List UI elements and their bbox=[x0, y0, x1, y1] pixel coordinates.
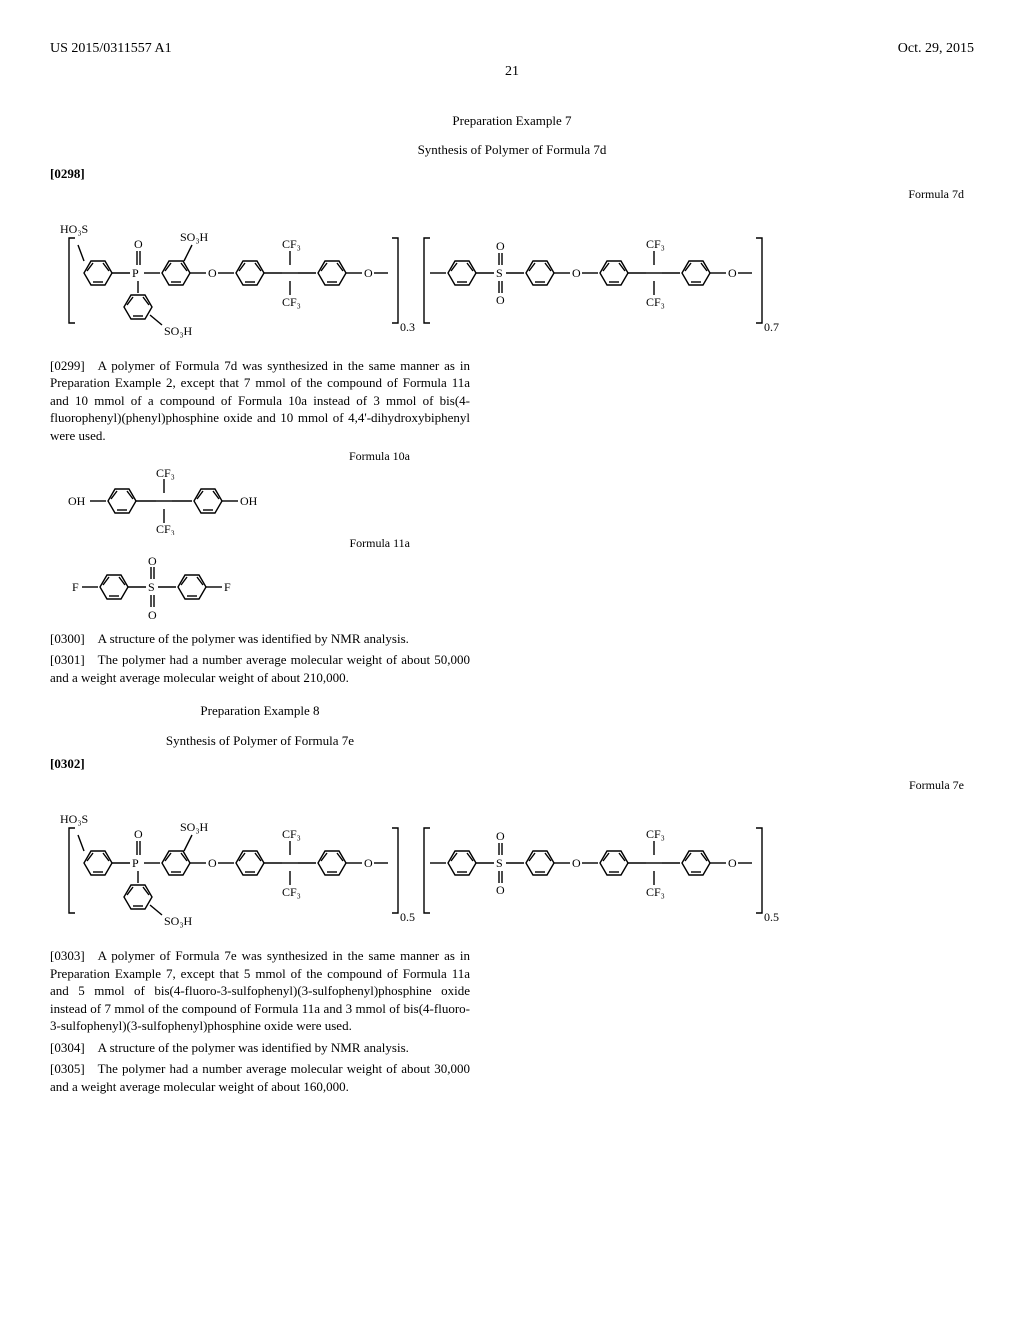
svg-text:HO₃S: HO₃S bbox=[60, 222, 88, 236]
svg-text:F: F bbox=[224, 580, 231, 594]
svg-text:O: O bbox=[148, 608, 157, 622]
page-number: 21 bbox=[50, 63, 974, 82]
svg-text:0.5: 0.5 bbox=[400, 910, 415, 924]
svg-text:CF₃: CF₃ bbox=[156, 466, 175, 480]
svg-text:O: O bbox=[496, 883, 505, 897]
formula-10a-structure: OH CF₃ CF₃ OH bbox=[50, 465, 410, 535]
svg-text:CF₃: CF₃ bbox=[282, 827, 301, 841]
para-0301: [0301] The polymer had a number average … bbox=[50, 651, 470, 686]
svg-text:O: O bbox=[728, 856, 737, 870]
svg-text:P: P bbox=[132, 856, 139, 870]
formula-11a-label: Formula 11a bbox=[50, 535, 420, 551]
column-prep7-body: [0299] A polymer of Formula 7d was synth… bbox=[50, 357, 470, 750]
svg-text:SO₃H: SO₃H bbox=[164, 324, 193, 338]
svg-text:0.5: 0.5 bbox=[764, 910, 779, 924]
svg-text:S: S bbox=[496, 856, 503, 870]
svg-text:OH: OH bbox=[240, 494, 258, 508]
svg-text:CF₃: CF₃ bbox=[282, 237, 301, 251]
formula-7d-label: Formula 7d bbox=[50, 186, 974, 202]
para-0299: [0299] A polymer of Formula 7d was synth… bbox=[50, 357, 470, 445]
para-0305: [0305] The polymer had a number average … bbox=[50, 1060, 470, 1095]
svg-text:P: P bbox=[132, 266, 139, 280]
svg-text:SO₃H: SO₃H bbox=[180, 820, 209, 834]
svg-text:HO₃S: HO₃S bbox=[60, 812, 88, 826]
pub-number: US 2015/0311557 A1 bbox=[50, 40, 172, 59]
para-0300: [0300] A structure of the polymer was id… bbox=[50, 630, 470, 648]
para-0302: [0302] bbox=[50, 755, 974, 773]
svg-text:S: S bbox=[496, 266, 503, 280]
svg-text:CF₃: CF₃ bbox=[646, 295, 665, 309]
svg-text:CF₃: CF₃ bbox=[646, 237, 665, 251]
pub-date: Oct. 29, 2015 bbox=[898, 40, 974, 59]
prep7-title1: Preparation Example 7 bbox=[50, 112, 974, 130]
svg-text:SO₃H: SO₃H bbox=[164, 914, 193, 928]
svg-text:O: O bbox=[208, 856, 217, 870]
svg-text:CF₃: CF₃ bbox=[282, 885, 301, 899]
formula-10a-label: Formula 10a bbox=[50, 448, 420, 464]
page-header: US 2015/0311557 A1 Oct. 29, 2015 bbox=[50, 40, 974, 59]
column-prep8-body: [0303] A polymer of Formula 7e was synth… bbox=[50, 947, 470, 1095]
svg-text:O: O bbox=[148, 554, 157, 568]
svg-text:O: O bbox=[572, 266, 581, 280]
para-0298: [0298] bbox=[50, 165, 974, 183]
svg-text:CF₃: CF₃ bbox=[282, 295, 301, 309]
svg-text:CF₃: CF₃ bbox=[646, 827, 665, 841]
svg-text:O: O bbox=[134, 827, 143, 841]
svg-text:O: O bbox=[496, 829, 505, 843]
formula-7e-structure: HO₃S P O SO₃H SO₃H O CF₃ CF₃ O 0.5 S O O… bbox=[50, 793, 974, 943]
svg-text:F: F bbox=[72, 580, 79, 594]
svg-text:O: O bbox=[364, 856, 373, 870]
svg-text:0.7: 0.7 bbox=[764, 320, 779, 334]
prep8-title1: Preparation Example 8 bbox=[50, 702, 470, 720]
prep8-title2: Synthesis of Polymer of Formula 7e bbox=[50, 732, 470, 750]
formula-7e-label: Formula 7e bbox=[50, 777, 974, 793]
para-0304: [0304] A structure of the polymer was id… bbox=[50, 1039, 470, 1057]
svg-text:S: S bbox=[148, 580, 155, 594]
formula-11a-structure: F S O O F bbox=[50, 551, 410, 626]
svg-text:CF₃: CF₃ bbox=[646, 885, 665, 899]
formula-7d-structure: HO₃S P O SO₃H SO₃H O CF₃ CF₃ O 0.3 S O O… bbox=[50, 203, 974, 353]
svg-text:O: O bbox=[728, 266, 737, 280]
svg-text:O: O bbox=[364, 266, 373, 280]
svg-text:OH: OH bbox=[68, 494, 86, 508]
prep7-title2: Synthesis of Polymer of Formula 7d bbox=[50, 141, 974, 159]
svg-text:CF₃: CF₃ bbox=[156, 522, 175, 535]
para-0303: [0303] A polymer of Formula 7e was synth… bbox=[50, 947, 470, 1035]
svg-text:0.3: 0.3 bbox=[400, 320, 415, 334]
svg-text:O: O bbox=[134, 237, 143, 251]
svg-text:SO₃H: SO₃H bbox=[180, 230, 209, 244]
svg-text:O: O bbox=[572, 856, 581, 870]
svg-text:O: O bbox=[496, 293, 505, 307]
svg-text:O: O bbox=[208, 266, 217, 280]
svg-text:O: O bbox=[496, 239, 505, 253]
